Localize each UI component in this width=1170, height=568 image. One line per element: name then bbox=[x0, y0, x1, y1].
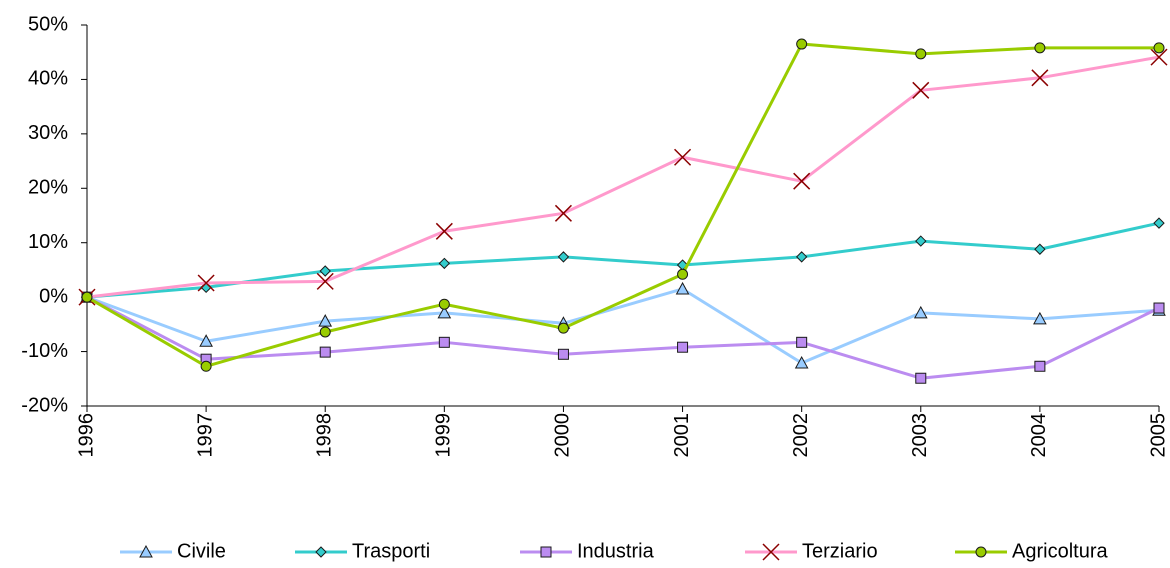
legend-item: Civile bbox=[120, 540, 226, 562]
data-point bbox=[677, 268, 689, 280]
legend-marker bbox=[315, 546, 327, 558]
data-point bbox=[81, 291, 93, 303]
data-point bbox=[793, 172, 811, 190]
data-point bbox=[557, 251, 570, 263]
x-tick-label: 1997 bbox=[194, 413, 216, 458]
data-point bbox=[199, 334, 213, 347]
data-point bbox=[319, 265, 331, 277]
data-point bbox=[677, 341, 689, 353]
legend-label: Terziario bbox=[802, 540, 878, 562]
data-point bbox=[675, 281, 690, 295]
data-point bbox=[1153, 42, 1165, 54]
series-line bbox=[86, 287, 1160, 365]
y-tick-label: 0% bbox=[39, 285, 68, 307]
x-tick-label: 2000 bbox=[552, 413, 574, 458]
legend-marker bbox=[139, 544, 153, 558]
legend-marker bbox=[975, 546, 987, 558]
data-point bbox=[437, 305, 452, 319]
data-point bbox=[557, 322, 569, 334]
data-point bbox=[912, 81, 930, 99]
x-tick-label: 1996 bbox=[75, 413, 97, 458]
data-point bbox=[1153, 217, 1165, 229]
y-tick-label: -20% bbox=[21, 394, 68, 416]
data-point bbox=[319, 326, 331, 338]
x-tick-label: 2004 bbox=[1028, 413, 1050, 458]
y-tick-label: 50% bbox=[28, 13, 68, 35]
series-line bbox=[86, 42, 1159, 368]
series-line bbox=[86, 295, 1160, 380]
data-point bbox=[674, 148, 692, 166]
y-tick-label: 10% bbox=[28, 231, 68, 253]
data-point bbox=[438, 336, 450, 348]
data-point bbox=[1034, 243, 1046, 255]
x-tick-label: 1999 bbox=[433, 413, 455, 458]
data-point bbox=[796, 38, 808, 50]
legend-label: Industria bbox=[577, 540, 655, 562]
data-point bbox=[915, 48, 927, 60]
legend-label: Civile bbox=[177, 540, 226, 562]
series-line bbox=[86, 221, 1160, 299]
data-point bbox=[1150, 48, 1168, 66]
data-point bbox=[435, 222, 453, 240]
series-line bbox=[86, 55, 1160, 299]
x-tick-label: 2005 bbox=[1147, 413, 1169, 458]
y-tick-label: 20% bbox=[28, 177, 68, 199]
x-tick-label: 1998 bbox=[314, 413, 336, 458]
x-tick-label: 2002 bbox=[790, 413, 812, 458]
y-tick-label: -10% bbox=[21, 340, 68, 362]
data-point bbox=[557, 348, 569, 360]
legend-item: Industria bbox=[520, 540, 655, 562]
legend-marker bbox=[540, 546, 552, 558]
data-point bbox=[1153, 302, 1165, 314]
data-point bbox=[197, 274, 215, 292]
data-point bbox=[200, 360, 212, 372]
x-tick-label: 2001 bbox=[671, 413, 693, 458]
legend-item: Trasporti bbox=[295, 540, 430, 562]
legend-item: Agricoltura bbox=[955, 540, 1108, 562]
data-point bbox=[1034, 42, 1046, 54]
legend-item: Terziario bbox=[745, 540, 878, 562]
data-point bbox=[1034, 360, 1046, 372]
y-tick-label: 40% bbox=[28, 68, 68, 90]
data-point bbox=[913, 305, 928, 319]
data-point bbox=[438, 298, 450, 310]
data-point bbox=[1031, 69, 1049, 87]
data-point bbox=[915, 372, 927, 384]
x-tick-label: 2003 bbox=[909, 413, 931, 458]
y-tick-label: 30% bbox=[28, 122, 68, 144]
data-point bbox=[438, 257, 451, 270]
legend-label: Agricoltura bbox=[1012, 540, 1108, 562]
data-point bbox=[794, 355, 809, 369]
data-point bbox=[318, 314, 333, 327]
data-point bbox=[796, 336, 808, 348]
data-point bbox=[915, 235, 927, 247]
data-point bbox=[316, 272, 334, 290]
legend-marker bbox=[762, 543, 780, 561]
data-point bbox=[1033, 311, 1047, 325]
data-point bbox=[319, 346, 331, 358]
data-point bbox=[795, 251, 808, 263]
legend-label: Trasporti bbox=[352, 540, 430, 562]
data-point bbox=[554, 204, 572, 222]
